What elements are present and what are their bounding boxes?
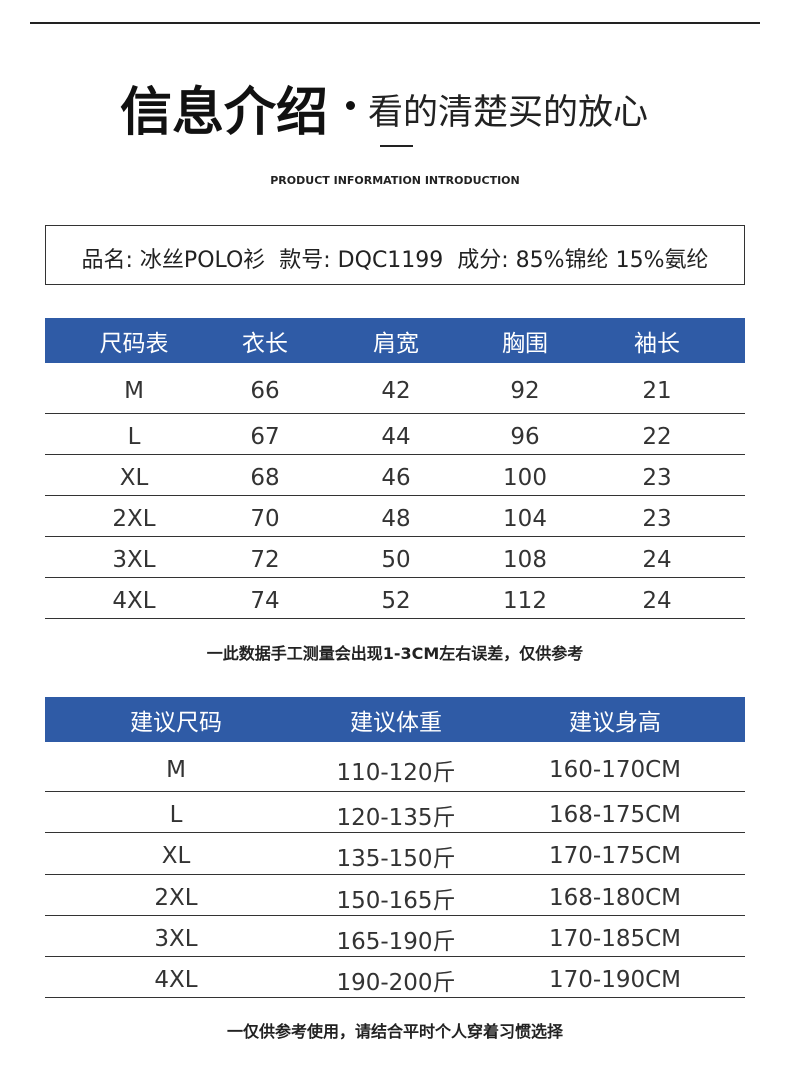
table-cell: 23 xyxy=(642,464,672,491)
table-cell: 150-165斤 xyxy=(336,887,456,914)
table-cell: M xyxy=(166,756,186,783)
table-cell: L xyxy=(169,801,183,828)
row-rule xyxy=(45,915,745,916)
table-cell: 68 xyxy=(250,464,280,491)
row-rule xyxy=(45,956,745,957)
header-band xyxy=(45,697,745,742)
size-note: 一此数据手工测量会出现1-3CM左右误差，仅供参考 xyxy=(206,644,584,663)
table-cell: 3XL xyxy=(112,546,156,573)
table-cell: XL xyxy=(119,464,149,491)
table-cell: 170-185CM xyxy=(548,925,682,952)
row-rule xyxy=(45,454,745,455)
table-cell: 168-180CM xyxy=(548,884,682,911)
row-rule xyxy=(45,791,745,792)
row-rule xyxy=(45,413,745,414)
table-cell: 23 xyxy=(642,505,672,532)
table-cell: 92 xyxy=(510,378,540,404)
column-header: 衣长 xyxy=(242,331,288,357)
table-cell: 170-175CM xyxy=(548,843,682,869)
table-cell: 3XL xyxy=(154,925,198,952)
table-cell: 170-190CM xyxy=(548,966,682,993)
table-cell: 67 xyxy=(250,423,280,450)
table-cell: 52 xyxy=(381,587,411,614)
column-header: 袖长 xyxy=(634,331,680,357)
table-cell: 4XL xyxy=(154,966,198,993)
table-cell: XL xyxy=(161,843,191,869)
top-rule xyxy=(30,22,760,24)
table-cell: 165-190斤 xyxy=(336,928,456,955)
row-rule xyxy=(45,618,745,619)
table-cell: 100 xyxy=(503,464,547,491)
subtitle: PRODUCT INFORMATION INTRODUCTION xyxy=(270,174,520,187)
column-header: 建议身高 xyxy=(569,710,661,736)
column-header: 肩宽 xyxy=(373,331,419,357)
table-cell: 66 xyxy=(250,378,280,404)
table-cell: 112 xyxy=(503,587,547,614)
table-cell: M xyxy=(124,378,144,404)
row-rule xyxy=(45,997,745,998)
column-header: 建议体重 xyxy=(350,710,442,736)
table-cell: 74 xyxy=(250,587,280,614)
table-cell: 96 xyxy=(510,423,540,450)
table-cell: 24 xyxy=(642,546,672,573)
row-rule xyxy=(45,577,745,578)
row-rule xyxy=(45,874,745,875)
table-cell: 108 xyxy=(503,546,547,573)
table-cell: L xyxy=(127,423,141,450)
info-box: 品名: 冰丝POLO衫 款号: DQC1199 成分: 85%锦纶 15%氨纶 xyxy=(45,225,745,285)
row-rule xyxy=(45,495,745,496)
table-cell: 2XL xyxy=(112,505,156,532)
column-header: 尺码表 xyxy=(99,331,169,357)
table-cell: 22 xyxy=(642,423,672,450)
table-cell: 50 xyxy=(381,546,411,573)
table-cell: 2XL xyxy=(154,884,198,911)
table-cell: 104 xyxy=(503,505,547,532)
table-cell: 70 xyxy=(250,505,280,532)
table-cell: 120-135斤 xyxy=(336,804,456,831)
table-cell: 44 xyxy=(381,423,411,450)
table-cell: 160-170CM xyxy=(548,756,682,783)
slogan: 看的清楚买的放心 xyxy=(368,93,649,133)
table-cell: 72 xyxy=(250,546,280,573)
row-rule xyxy=(45,536,745,537)
table-cell: 24 xyxy=(642,587,672,614)
title: 信息介绍 xyxy=(120,83,329,143)
info-text: 品名: 冰丝POLO衫 款号: DQC1199 成分: 85%锦纶 15%氨纶 xyxy=(81,248,709,273)
fit-note: 一仅供参考使用，请结合平时个人穿着习惯选择 xyxy=(226,1022,564,1041)
table-cell: 135-150斤 xyxy=(336,846,456,872)
table-cell: 110-120斤 xyxy=(336,759,456,786)
column-header: 胸围 xyxy=(502,331,548,357)
table-cell: 4XL xyxy=(112,587,156,614)
header-band xyxy=(45,318,745,363)
table-cell: 46 xyxy=(381,464,411,491)
table-cell: 48 xyxy=(381,505,411,532)
table-cell: 21 xyxy=(642,378,672,404)
table-cell: 168-175CM xyxy=(548,801,682,828)
column-header: 建议尺码 xyxy=(130,710,222,736)
title-underline xyxy=(380,145,413,147)
table-cell: 190-200斤 xyxy=(336,969,456,996)
bullet xyxy=(346,101,355,110)
table-cell: 42 xyxy=(381,378,411,404)
row-rule xyxy=(45,832,745,833)
